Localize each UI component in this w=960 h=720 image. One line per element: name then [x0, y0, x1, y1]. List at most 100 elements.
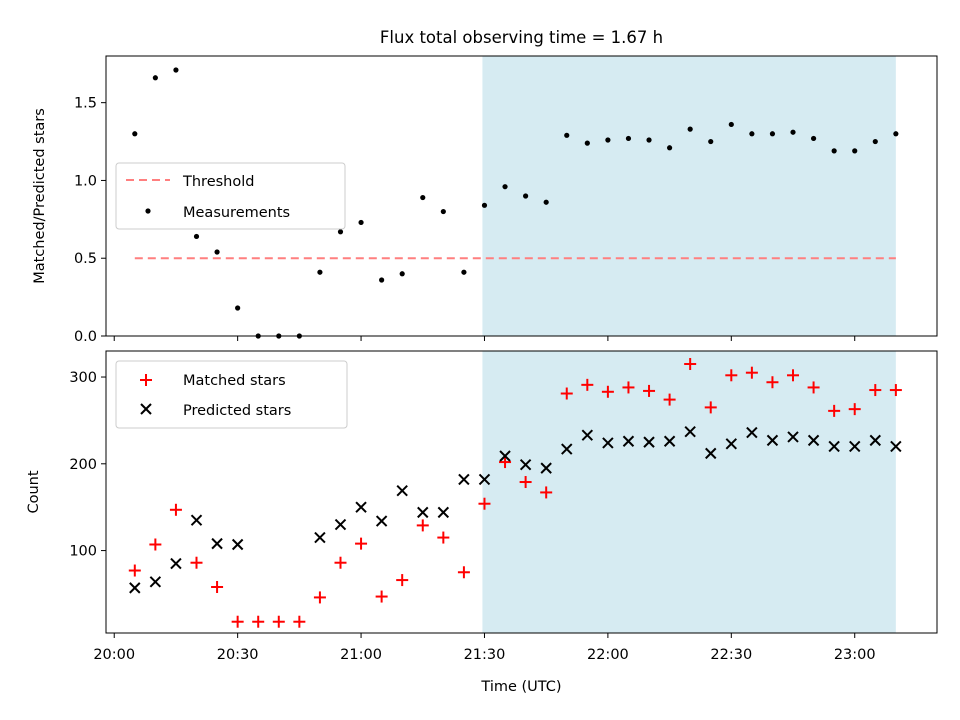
measurement-point: [646, 137, 652, 143]
count-x-ticks: 20:00 20:30 21:00 21:30 22:00 22:30 23:00: [93, 633, 876, 663]
ratio-x-ticks: [113, 336, 856, 341]
measurement-point: [523, 193, 529, 199]
legend-predicted-label: Predicted stars: [183, 403, 291, 419]
predicted-star-point: [561, 443, 573, 455]
predicted-star-point: [807, 434, 820, 447]
measurement-point: [235, 305, 241, 311]
matched-star-point: [231, 615, 244, 628]
predicted-star-point: [355, 501, 367, 513]
matched-star-point: [540, 486, 553, 499]
matched-star-point: [375, 590, 388, 603]
matched-star-point: [745, 366, 758, 379]
predicted-star-point: [540, 462, 552, 474]
measurement-point: [728, 121, 734, 128]
predicted-star-point: [478, 473, 491, 486]
legend-matched-label: Matched stars: [183, 373, 286, 389]
matched-star-point: [581, 378, 594, 391]
count-y-axis-label: Count: [26, 470, 42, 513]
matched-star-point: [848, 403, 861, 416]
measurement-point: [420, 194, 426, 201]
measurement-point: [214, 249, 220, 255]
predicted-star-point: [787, 431, 799, 443]
matched-star-point: [725, 369, 738, 382]
measurement-point: [687, 126, 693, 132]
count-legend: Matched stars Predicted stars: [115, 360, 348, 429]
predicted-star-point: [581, 429, 594, 441]
x-tick-label: 23:00: [834, 647, 876, 663]
measurement-point: [317, 269, 323, 275]
measurement-point: [379, 277, 385, 283]
matched-star-point: [478, 497, 491, 510]
measurement-point: [708, 138, 714, 145]
measurement-point: [399, 271, 405, 277]
matched-star-point: [766, 376, 779, 389]
matched-star-point: [704, 401, 717, 414]
legend-threshold-label: Threshold: [182, 174, 254, 190]
matched-star-point: [643, 384, 656, 397]
measurement-point: [358, 219, 364, 226]
x-axis-label: Time (UTC): [480, 679, 561, 695]
predicted-star-point: [890, 440, 902, 453]
measurement-point: [584, 140, 590, 146]
ratio-panel: 0.0 0.5 1.0 1.5 Matched/Predicted stars Thr…: [32, 55, 938, 345]
predicted-star-point: [849, 440, 861, 453]
predicted-star-point: [375, 515, 388, 527]
chart-title: Flux total observing time = 1.67 h: [380, 28, 663, 47]
ratio-legend: Threshold Measurements: [115, 162, 346, 230]
predicted-star-point: [869, 434, 881, 447]
predicted-star-point: [519, 458, 532, 471]
y-tick-label: 0.0: [74, 329, 97, 345]
x-tick-label: 21:30: [464, 647, 506, 663]
ratio-axes-frame: [105, 55, 938, 337]
predicted-star-point: [334, 518, 347, 531]
measurement-point: [543, 199, 549, 205]
y-tick-label: 200: [69, 457, 97, 473]
legend-measurements-swatch: [145, 208, 151, 214]
matched-star-point: [499, 456, 512, 469]
predicted-star-point: [396, 484, 408, 497]
predicted-star-point: [746, 426, 758, 439]
predicted-star-point: [149, 576, 162, 588]
predicted-star-point: [766, 434, 779, 447]
x-tick-label: 22:00: [587, 647, 629, 663]
matched-star-point: [334, 556, 347, 569]
matched-star-point: [807, 381, 820, 394]
predicted-star-point: [190, 514, 203, 526]
matched-star-point: [396, 574, 409, 587]
predicted-stars-points: [129, 425, 902, 594]
matched-star-point: [211, 581, 224, 594]
matched-star-point: [128, 564, 141, 577]
matched-star-point: [828, 404, 841, 417]
legend-predicted-swatch: [140, 403, 152, 415]
predicted-star-point: [725, 438, 738, 450]
predicted-star-point: [314, 531, 326, 544]
count-axes-frame: [105, 350, 938, 634]
measurement-point: [502, 184, 508, 190]
matched-star-point: [293, 615, 306, 628]
x-tick-label: 21:00: [340, 647, 382, 663]
measurement-point: [749, 131, 755, 137]
measurement-point: [872, 138, 878, 145]
measurement-point: [605, 137, 611, 143]
measurement-point: [769, 131, 776, 137]
y-tick-label: 100: [69, 544, 97, 560]
predicted-star-point: [684, 425, 696, 438]
x-tick-label: 20:00: [93, 647, 135, 663]
predicted-star-point: [231, 538, 244, 551]
x-tick-label: 20:30: [217, 647, 259, 663]
measurement-point: [831, 148, 837, 154]
matched-stars-points: [128, 358, 902, 628]
measurement-point: [440, 208, 446, 215]
matched-star-point: [272, 615, 285, 628]
y-tick-label: 0.5: [74, 251, 97, 267]
predicted-star-point: [828, 440, 840, 453]
predicted-star-point: [663, 435, 676, 447]
predicted-star-point: [705, 447, 717, 460]
matched-star-point: [519, 476, 532, 489]
measurement-point: [132, 131, 138, 137]
matched-star-point: [869, 384, 882, 397]
matched-star-point: [684, 358, 697, 371]
measurement-point: [337, 229, 344, 235]
matched-star-point: [889, 384, 902, 397]
